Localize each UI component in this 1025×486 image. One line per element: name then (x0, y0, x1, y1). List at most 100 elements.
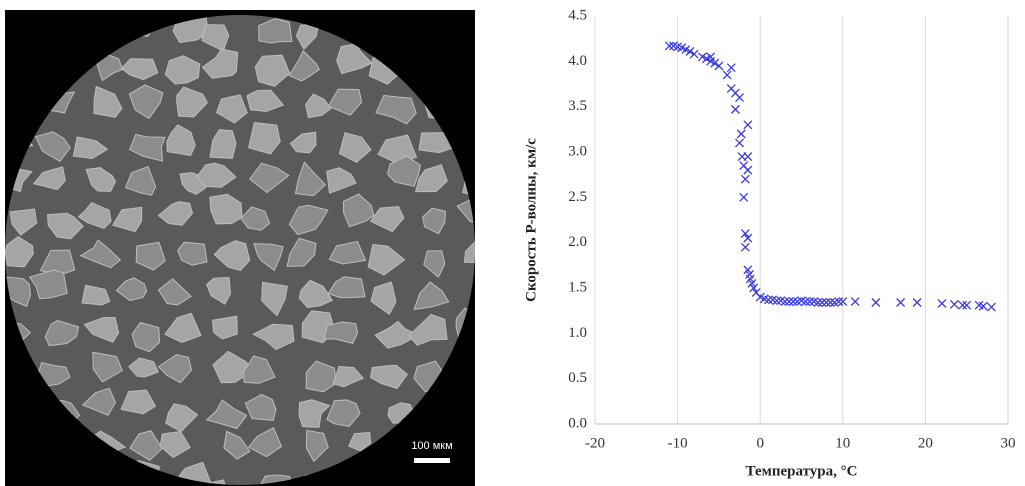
grain (244, 393, 277, 421)
scatter-point (780, 297, 790, 307)
scatter-point (764, 295, 773, 305)
grain (206, 276, 232, 305)
grain (374, 320, 420, 349)
grain (135, 241, 166, 271)
grain (286, 237, 317, 267)
grain (157, 201, 194, 226)
grain (422, 207, 446, 235)
grain (332, 365, 365, 388)
scatter-point (850, 297, 860, 307)
grain (77, 202, 112, 229)
scatter-point (664, 41, 674, 51)
grain (124, 166, 157, 196)
scatter-point (736, 129, 746, 139)
scatter-point (710, 58, 720, 68)
scatter-point (743, 233, 753, 243)
grain (115, 277, 148, 302)
scatter-point (726, 63, 736, 73)
grain (328, 240, 367, 265)
scatter-point (987, 302, 996, 312)
grain (81, 284, 111, 306)
scatter-point (937, 298, 947, 308)
chart: -20 -10 0 10 20 30 0.0 0.5 1.0 1.5 2.0 2.5 3.0 3.5 4.0… (523, 7, 1015, 479)
scatter-point (740, 229, 750, 239)
grain (414, 164, 448, 193)
grain (298, 279, 334, 308)
grain (196, 479, 230, 485)
grain (120, 389, 157, 415)
grain (252, 323, 295, 350)
grain (338, 132, 372, 163)
grain (369, 206, 405, 233)
scatter-point (949, 299, 959, 309)
y-tick-label: 3.0 (568, 143, 587, 159)
scatter-point (784, 297, 794, 307)
grain (223, 430, 251, 460)
grain (85, 167, 117, 192)
grain (288, 50, 321, 82)
scatter-point (772, 296, 782, 306)
grain (81, 387, 117, 416)
grain (289, 131, 317, 154)
x-tick-label: 0 (756, 435, 764, 451)
grain (131, 322, 161, 353)
scatter-point (838, 297, 848, 307)
y-tick-label: 0.5 (568, 370, 587, 386)
scatter-point (749, 283, 759, 293)
grain (159, 430, 191, 459)
scatter-point (788, 297, 798, 307)
y-tick-label: 1.5 (568, 279, 587, 295)
grain (176, 86, 208, 118)
grain (305, 360, 337, 393)
scatter-point (743, 165, 753, 175)
grain (408, 313, 448, 346)
grain (463, 237, 475, 264)
grain (5, 235, 34, 268)
grain (34, 131, 71, 163)
grain (298, 399, 331, 428)
grain (211, 315, 238, 340)
grain (326, 399, 361, 428)
grain (92, 351, 123, 383)
grain (305, 93, 332, 119)
grain (336, 43, 373, 75)
grain (305, 429, 329, 463)
grain (327, 276, 366, 299)
grain (112, 206, 143, 233)
scatter-point (714, 61, 724, 71)
grain (342, 193, 375, 228)
scatter-point (739, 192, 749, 202)
scatter-point (978, 301, 988, 311)
grain (209, 129, 237, 159)
scatter-point (821, 298, 831, 307)
scatter-point (896, 298, 906, 307)
grain (249, 162, 290, 194)
grain (83, 316, 120, 343)
grain (386, 155, 421, 187)
x-tick-label: -10 (668, 435, 688, 451)
grain (157, 278, 192, 306)
grain (326, 167, 357, 194)
scatter-point (730, 104, 740, 114)
grain (246, 89, 285, 113)
grain (323, 321, 359, 344)
grain (129, 430, 163, 461)
y-tick-label: 3.5 (568, 98, 587, 114)
grain (93, 85, 123, 118)
grain (166, 124, 196, 156)
grain (32, 166, 66, 191)
grain (47, 212, 84, 240)
scatter-point (740, 174, 750, 184)
y-tick-label: 0.0 (568, 415, 587, 431)
grain (288, 204, 329, 236)
grain (172, 461, 212, 485)
grain (375, 94, 417, 125)
grain (157, 354, 193, 384)
scatter-point (801, 297, 811, 307)
scatter-point (813, 298, 823, 307)
scatter-point (825, 298, 835, 307)
grain (240, 206, 271, 231)
x-tick-label: 30 (1001, 435, 1016, 451)
grain (253, 243, 284, 272)
scatter-point (817, 298, 827, 307)
